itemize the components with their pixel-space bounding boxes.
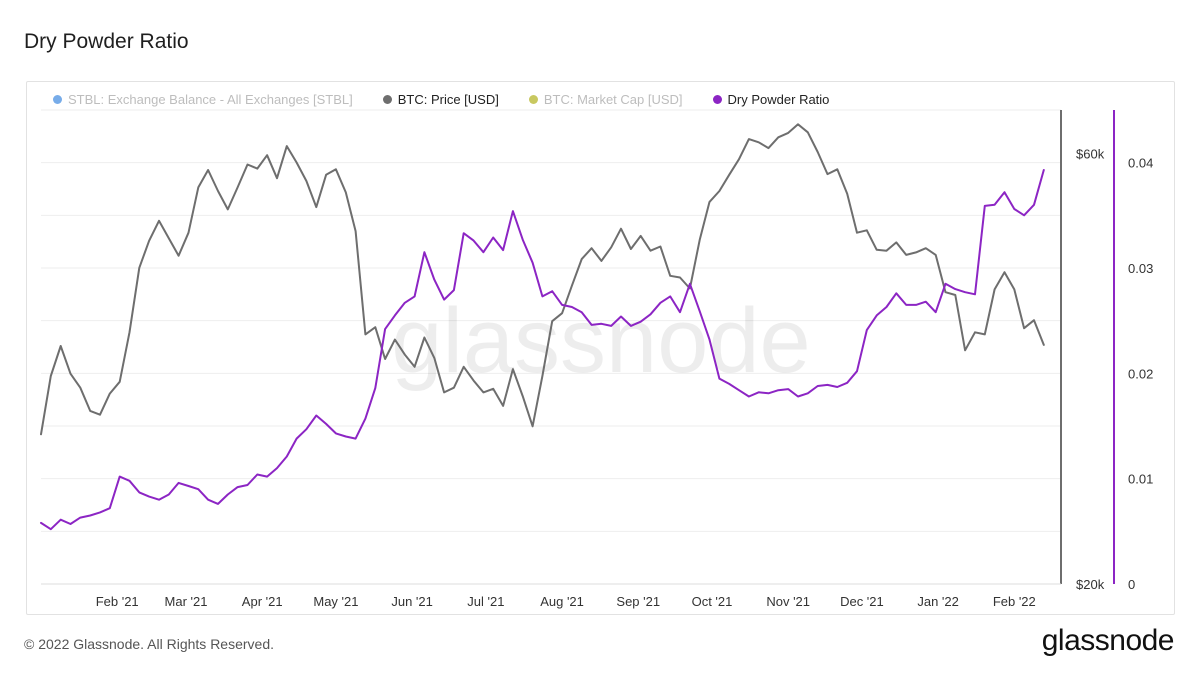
legend-dot-icon xyxy=(53,95,62,104)
price-tick-label: $60k xyxy=(1076,146,1105,161)
legend-item-btc-price[interactable]: BTC: Price [USD] xyxy=(382,92,499,107)
chart-panel: glassnode Feb '21 Mar '21 Apr '21 May '21 Jun… xyxy=(26,81,1175,615)
page-title: Dry Powder Ratio xyxy=(24,30,189,53)
copyright-footer: © 2022 Glassnode. All Rights Reserved. xyxy=(24,636,275,652)
x-tick-label: Dec '21 xyxy=(840,594,884,609)
chart: glassnode Feb '21 Mar '21 Apr '21 May '21 Jun… xyxy=(40,109,1153,609)
x-tick-label: Nov '21 xyxy=(766,594,810,609)
ratio-tick-label: 0.04 xyxy=(1128,156,1153,171)
btc-price-line xyxy=(40,123,1045,436)
x-tick-label: Feb '22 xyxy=(993,594,1036,609)
x-tick-label: Sep '21 xyxy=(616,594,660,609)
chart-legend: STBL: Exchange Balance - All Exchanges [… xyxy=(53,92,829,107)
ratio-tick-label: 0 xyxy=(1128,577,1135,592)
watermark-text: glassnode xyxy=(391,290,810,392)
legend-item-stbl[interactable]: STBL: Exchange Balance - All Exchanges [… xyxy=(53,92,353,107)
x-tick-label: May '21 xyxy=(313,594,358,609)
x-tick-label: Jan '22 xyxy=(917,594,959,609)
ratio-tick-label: 0.03 xyxy=(1128,261,1153,276)
ratio-tick-label: 0.02 xyxy=(1128,366,1153,381)
legend-item-btc-market-cap[interactable]: BTC: Market Cap [USD] xyxy=(528,92,683,107)
legend-dot-icon xyxy=(528,95,538,104)
price-tick-label: $20k xyxy=(1076,577,1105,592)
x-tick-label: Jul '21 xyxy=(467,594,504,609)
x-tick-label: Apr '21 xyxy=(242,594,283,609)
x-tick-label: Mar '21 xyxy=(165,594,208,609)
ratio-tick-label: 0.01 xyxy=(1128,472,1153,487)
legend-label: BTC: Price [USD] xyxy=(397,92,499,107)
x-tick-label: Feb '21 xyxy=(96,594,139,609)
legend-label: Dry Powder Ratio xyxy=(727,92,830,107)
legend-label: BTC: Market Cap [USD] xyxy=(543,92,683,107)
legend-dot-icon xyxy=(382,95,392,104)
legend-item-dry-powder-ratio[interactable]: Dry Powder Ratio xyxy=(712,92,830,107)
x-tick-label: Oct '21 xyxy=(692,594,733,609)
x-tick-label: Aug '21 xyxy=(540,594,584,609)
legend-label: STBL: Exchange Balance - All Exchanges [… xyxy=(68,92,353,107)
dry-powder-ratio-line xyxy=(40,169,1045,531)
legend-dot-icon xyxy=(712,95,722,104)
glassnode-logo[interactable]: glassnode xyxy=(1041,624,1175,657)
x-tick-label: Jun '21 xyxy=(391,594,433,609)
